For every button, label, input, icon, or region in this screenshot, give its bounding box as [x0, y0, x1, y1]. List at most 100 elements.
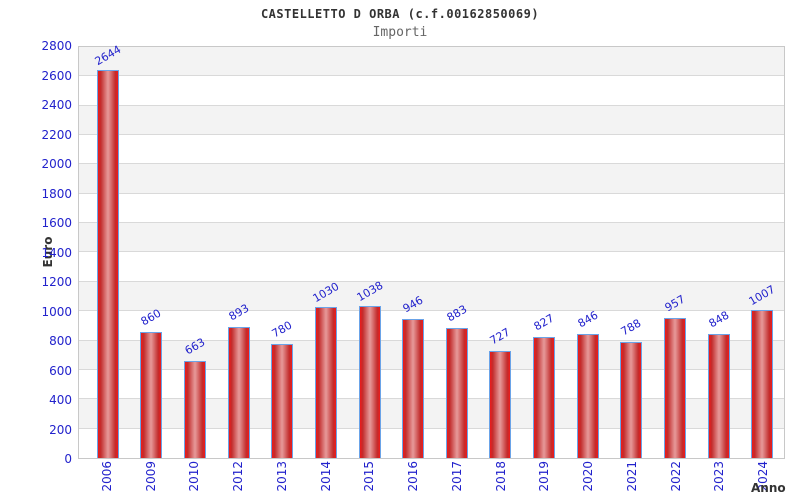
- x-tick-label: 2018: [493, 461, 508, 492]
- bar-value-label: 1038: [354, 278, 385, 304]
- bar-value-label: 788: [618, 316, 644, 339]
- x-tick-slot: 2014: [304, 461, 348, 499]
- x-tick-label: 2014: [318, 461, 333, 492]
- x-tick-label: 2019: [537, 461, 552, 492]
- bar-2023: [707, 333, 730, 458]
- y-tick-label: 1600: [41, 216, 72, 230]
- bar-2006: [96, 69, 119, 458]
- x-tick-label: 2023: [712, 461, 727, 492]
- x-tick-label: 2013: [274, 461, 289, 492]
- y-tick-label: 0: [64, 452, 72, 466]
- y-tick-label: 1400: [41, 245, 72, 260]
- x-tick-label: 2012: [231, 461, 246, 492]
- bar-2022: [663, 317, 686, 458]
- bar-value-label: 860: [139, 306, 164, 329]
- bar-2010: [184, 360, 207, 458]
- x-tick-label: 2020: [581, 461, 596, 492]
- bar-slot: 727: [479, 47, 523, 458]
- y-axis-ticks: 0 200 400 600 800 1000 1200 1400 1600 1800 2000 220…: [0, 39, 72, 466]
- bar-2015: [358, 305, 381, 458]
- x-tick-slot: 2010: [173, 461, 217, 499]
- bar-2014: [314, 306, 337, 458]
- x-axis-title: Anno: [751, 481, 786, 495]
- x-tick-slot: 2013: [260, 461, 304, 499]
- grid-band: [79, 47, 784, 77]
- y-tick-label: 2200: [41, 127, 72, 142]
- y-tick-label: 2800: [41, 39, 72, 53]
- bar-value-label: 2644: [92, 42, 124, 69]
- bar-2018: [489, 351, 512, 458]
- bar-slot: 893: [217, 47, 261, 458]
- y-tick-label: 2000: [41, 157, 72, 171]
- bar-2020: [576, 333, 599, 458]
- grid-band: [79, 281, 784, 312]
- bar-value-label: 957: [662, 292, 688, 314]
- grid-band: [79, 76, 784, 106]
- bar-slot: 846: [566, 47, 610, 458]
- x-tick-label: 2015: [362, 461, 377, 492]
- y-tick-label: 2600: [41, 68, 72, 83]
- chart-title: CASTELLETTO D ORBA (c.f.00162850069): [260, 7, 540, 21]
- bar-value-label: 827: [531, 311, 557, 333]
- x-tick-label: 2009: [143, 461, 158, 492]
- bar-slot: 780: [261, 47, 305, 458]
- x-tick-slot: 2016: [391, 461, 435, 499]
- bar-slot: 1038: [348, 47, 392, 458]
- x-tick-label: 2022: [668, 461, 683, 492]
- bar-slot: 946: [391, 47, 435, 458]
- bar-slot: 2644: [86, 43, 130, 458]
- bar-slot: 663: [173, 47, 217, 458]
- grid-band: [79, 105, 784, 136]
- bar-slot: 883: [435, 47, 479, 458]
- x-tick-slot: 2018: [479, 461, 523, 499]
- y-tick-label: 1000: [41, 304, 72, 319]
- bars-layer: 2644 860 663 893 780 1030 1038 946 883 727 827 846 7…: [79, 43, 784, 458]
- bar-slot: 1030: [304, 47, 348, 458]
- y-tick-label: 2400: [41, 98, 72, 112]
- bar-value-label: 780: [269, 318, 295, 340]
- bar-2017: [445, 328, 468, 458]
- y-tick-label: 1200: [41, 275, 72, 289]
- x-tick-label: 2010: [187, 461, 202, 492]
- x-tick-slot: 2021: [610, 461, 654, 499]
- x-axis-labels: 2006 2009 2010 2012 2013 2014 2015 2016 2017 2018…: [78, 461, 785, 499]
- bar-slot: 827: [522, 47, 566, 458]
- x-tick-slot: 2023: [698, 461, 742, 499]
- y-tick-label: 400: [49, 393, 72, 407]
- x-tick-slot: 2009: [129, 461, 173, 499]
- x-tick-slot: 2006: [85, 461, 129, 499]
- x-tick-slot: 2019: [523, 461, 567, 499]
- x-tick-slot: 2015: [348, 461, 392, 499]
- x-tick-label: 2006: [99, 461, 114, 492]
- bar-2009: [140, 331, 163, 458]
- bar-slot: 788: [610, 47, 654, 458]
- chart-subtitle: Importi: [372, 25, 428, 40]
- x-tick-slot: 2020: [566, 461, 610, 499]
- x-tick-slot: 2022: [654, 461, 698, 499]
- bar-slot: 1007: [740, 47, 784, 458]
- bar-value-label: 1007: [746, 283, 778, 309]
- x-tick-slot: 2017: [435, 461, 479, 499]
- x-tick-label: 2021: [624, 461, 639, 492]
- grid-band: [79, 252, 784, 282]
- grid-band: [79, 193, 784, 224]
- bar-slot: 848: [697, 47, 741, 458]
- x-tick-label: 2017: [449, 461, 464, 492]
- bar-value-label: 846: [575, 308, 601, 331]
- y-tick-label: 1800: [41, 186, 72, 201]
- y-tick-label: 800: [49, 334, 72, 348]
- bar-slot: 957: [653, 47, 697, 458]
- bar-slot: 860: [130, 47, 174, 458]
- x-tick-slot: 2012: [216, 461, 260, 499]
- bar-2024: [751, 310, 774, 458]
- bar-value-label: 893: [226, 301, 252, 324]
- bar-value-label: 946: [400, 293, 426, 316]
- bar-2012: [227, 326, 250, 458]
- bar-value-label: 663: [182, 335, 208, 358]
- x-tick-label: 2016: [406, 461, 421, 492]
- y-tick-label: 600: [49, 363, 72, 378]
- plot-area: 2644 860 663 893 780 1030 1038 946 883 727 827 846 7…: [78, 43, 785, 459]
- bar-2013: [271, 343, 294, 458]
- bar-2019: [533, 336, 556, 458]
